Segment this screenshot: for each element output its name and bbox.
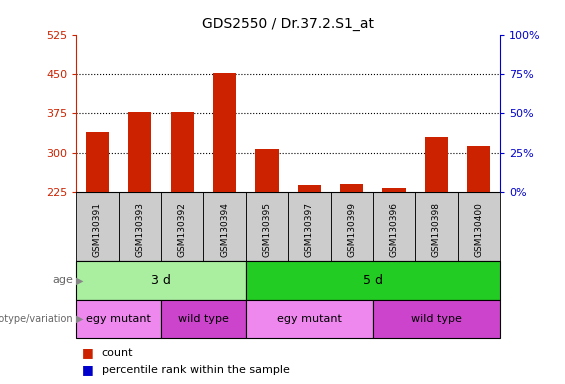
Bar [213, 73, 236, 192]
Bar [119, 192, 161, 261]
Bar [255, 149, 279, 192]
Bar [383, 188, 406, 192]
Bar [458, 192, 500, 261]
Bar [288, 192, 331, 261]
Text: GSM130393: GSM130393 [136, 202, 144, 257]
Text: wild type: wild type [411, 314, 462, 324]
Bar [128, 112, 151, 192]
Text: GSM130396: GSM130396 [390, 202, 398, 257]
Text: GSM130395: GSM130395 [263, 202, 271, 257]
Bar [246, 261, 500, 300]
Text: GSM130391: GSM130391 [93, 202, 102, 257]
Bar [373, 192, 415, 261]
Text: egy mutant: egy mutant [277, 314, 342, 324]
Bar [246, 192, 288, 261]
Text: GSM130399: GSM130399 [347, 202, 356, 257]
Bar [246, 300, 373, 338]
Text: 3 d: 3 d [151, 274, 171, 287]
Text: 5 d: 5 d [363, 274, 383, 287]
Bar [86, 132, 109, 192]
Bar [76, 261, 246, 300]
Text: ▶: ▶ [76, 314, 83, 324]
Text: percentile rank within the sample: percentile rank within the sample [102, 364, 290, 375]
Text: GDS2550 / Dr.37.2.S1_at: GDS2550 / Dr.37.2.S1_at [202, 17, 374, 31]
Bar [415, 192, 458, 261]
Bar [161, 192, 203, 261]
Bar [171, 112, 194, 192]
Text: GSM130392: GSM130392 [178, 202, 186, 257]
Text: ■: ■ [82, 346, 94, 359]
Text: GSM130398: GSM130398 [432, 202, 441, 257]
Text: count: count [102, 348, 133, 358]
Bar [298, 185, 321, 192]
Text: wild type: wild type [178, 314, 229, 324]
Text: ■: ■ [82, 363, 94, 376]
Bar [76, 192, 119, 261]
Text: GSM130400: GSM130400 [475, 202, 483, 257]
Text: egy mutant: egy mutant [86, 314, 151, 324]
Text: GSM130397: GSM130397 [305, 202, 314, 257]
Bar [467, 146, 490, 192]
Text: ▶: ▶ [76, 275, 83, 285]
Bar [331, 192, 373, 261]
Bar [161, 300, 246, 338]
Bar [340, 184, 363, 192]
Bar [203, 192, 246, 261]
Text: age: age [53, 275, 73, 285]
Text: GSM130394: GSM130394 [220, 202, 229, 257]
Bar [373, 300, 500, 338]
Bar [425, 137, 448, 192]
Bar [76, 300, 161, 338]
Text: genotype/variation: genotype/variation [0, 314, 73, 324]
